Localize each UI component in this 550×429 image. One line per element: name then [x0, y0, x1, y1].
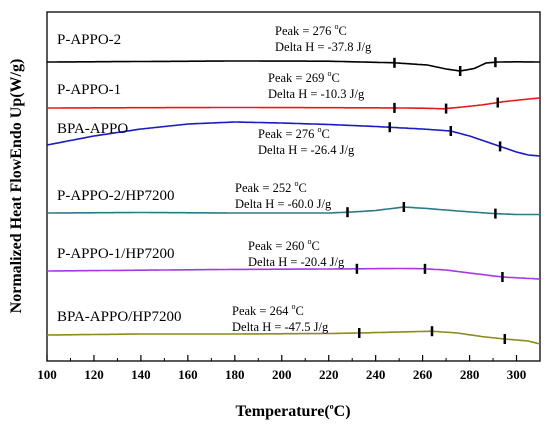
peak-annotation: Peak = 264 oC — [232, 302, 304, 318]
peak-annotation: Peak = 276 oC — [258, 125, 330, 141]
series-name-label: BPA-APPO/HP7200 — [57, 309, 182, 325]
x-tick-label: 120 — [84, 367, 104, 382]
x-tick-label: 300 — [507, 367, 527, 382]
x-tick-label: 240 — [366, 367, 386, 382]
series-line — [47, 97, 541, 110]
x-tick-label: 160 — [178, 367, 198, 382]
plot-frame — [46, 11, 541, 362]
series-name-label: P-APPO-1/HP7200 — [57, 246, 175, 262]
x-axis-ticks: 100 120 140 160 180 200 220 240 260 280 300 — [37, 355, 526, 382]
peak-annotation: Peak = 269 oC — [268, 69, 340, 85]
delta-h-annotation: Delta H = -20.4 J/g — [248, 255, 345, 269]
series-line — [47, 206, 540, 216]
series-line — [47, 267, 541, 280]
delta-h-annotation: Delta H = -26.4 J/g — [258, 143, 355, 157]
delta-h-annotation: Delta H = -10.3 J/g — [268, 87, 365, 101]
peak-annotation: Peak = 276 oC — [275, 22, 347, 38]
x-axis-title: Temperature(oC) — [235, 402, 350, 420]
delta-h-annotation: Delta H = -60.0 J/g — [235, 197, 332, 211]
x-tick-label: 140 — [131, 367, 151, 382]
series-line — [47, 330, 541, 345]
series-line — [47, 60, 540, 72]
peak-annotation: Peak = 252 oC — [235, 179, 307, 195]
series-name-label: P-APPO-1 — [57, 82, 121, 98]
x-tick-label: 100 — [37, 367, 57, 382]
labels-layer: P-APPO-2 Peak = 276 oC Delta H = -37.8 J/g… — [57, 22, 372, 334]
series-line — [46, 121, 541, 157]
y-axis-title: Normalized Heat FlowEndo Up(W/g) — [8, 59, 25, 314]
series-layer — [46, 57, 541, 345]
x-tick-label: 200 — [272, 367, 292, 382]
series-name-label: P-APPO-2/HP7200 — [57, 188, 175, 204]
x-tick-label: 260 — [413, 367, 433, 382]
delta-h-annotation: Delta H = -37.8 J/g — [275, 40, 372, 54]
x-tick-label: 220 — [319, 367, 339, 382]
x-tick-label: 180 — [225, 367, 245, 382]
series-name-label: P-APPO-2 — [57, 32, 121, 48]
series-name-label: BPA-APPO — [57, 121, 128, 137]
delta-h-annotation: Delta H = -47.5 J/g — [232, 320, 329, 334]
x-tick-label: 280 — [460, 367, 480, 382]
peak-annotation: Peak = 260 oC — [248, 237, 320, 253]
